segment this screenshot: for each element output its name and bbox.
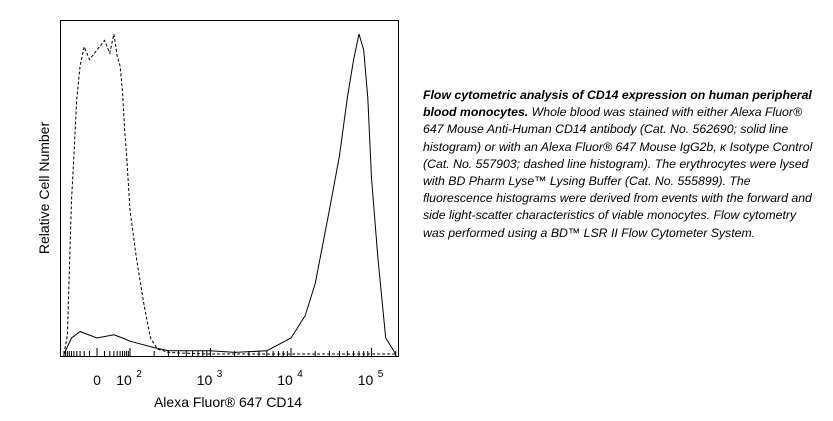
x-tick-label: 10: [277, 372, 293, 388]
plot-frame: [60, 20, 399, 357]
x-tick-label: 0: [93, 372, 101, 388]
x-tick-labels: 0 10 2 10 3 10 4 10 5: [93, 369, 384, 388]
figure-caption: Flow cytometric analysis of CD14 express…: [423, 87, 818, 242]
x-tick-label: 10: [197, 372, 213, 388]
caption-body: Whole blood was stained with either Alex…: [423, 105, 813, 240]
x-tick-label: 10: [116, 372, 132, 388]
isotype-control-histogram: [63, 33, 396, 355]
x-tick-exponent: 3: [217, 369, 223, 380]
caption-title: Flow cytometric analysis of CD14 express…: [423, 88, 812, 120]
cd14-histogram: [63, 33, 397, 355]
x-tick-exponent: 4: [297, 369, 303, 380]
x-tick-label: 10: [358, 372, 374, 388]
x-tick-exponent: 5: [378, 369, 384, 380]
series-layer: [63, 33, 397, 355]
y-axis-label: Relative Cell Number: [36, 122, 52, 255]
x-tick-exponent: 2: [136, 369, 142, 380]
x-axis-label: Alexa Fluor® 647 CD14: [154, 394, 302, 410]
